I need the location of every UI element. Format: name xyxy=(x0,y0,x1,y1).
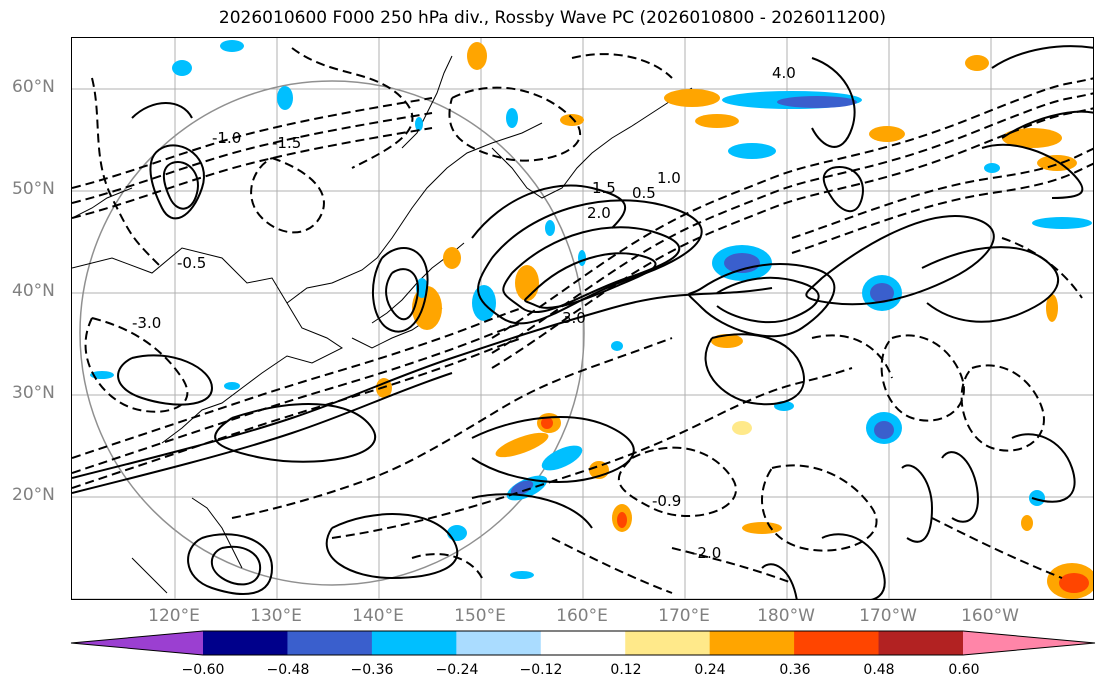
colorbar-tick: 0.48 xyxy=(863,662,895,678)
colorbar-tick: 0.60 xyxy=(948,662,980,678)
filled-contours xyxy=(90,40,1093,599)
lon-label-150e: 150°E xyxy=(454,606,506,626)
map-canvas: -1.5 -1.0 -0.5 0.5 1.0 1.5 2.0 3.0 4.0 -… xyxy=(72,38,1093,599)
colorbar-tick: −0.36 xyxy=(350,662,394,678)
colorbar-segment xyxy=(371,631,457,655)
colorbar-segment xyxy=(540,631,626,655)
lat-label-50n: 50°N xyxy=(12,179,55,199)
map-title: 2026010600 F000 250 hPa div., Rossby Wav… xyxy=(218,8,887,28)
lat-label-30n: 30°N xyxy=(12,383,55,403)
contour-label: -0.9 xyxy=(652,492,681,510)
contour-label: 1.0 xyxy=(657,169,681,187)
graticule xyxy=(72,38,1093,599)
lon-label-170w: 170°W xyxy=(859,606,917,626)
lat-label-60n: 60°N xyxy=(12,77,55,97)
colorbar-tick: 0.36 xyxy=(779,662,811,678)
lon-label-140e: 140°E xyxy=(352,606,404,626)
colorbar-segment xyxy=(287,631,373,655)
contour-labels: -1.5 -1.0 -0.5 0.5 1.0 1.5 2.0 3.0 4.0 -… xyxy=(132,64,796,562)
contour-label: 2.0 xyxy=(587,204,611,222)
contour-label: -2.0 xyxy=(692,544,721,562)
map-panel: -1.5 -1.0 -0.5 0.5 1.0 1.5 2.0 3.0 4.0 -… xyxy=(71,37,1094,600)
colorbar-tick: −0.48 xyxy=(266,662,310,678)
lat-label-40n: 40°N xyxy=(12,281,55,301)
colorbar-segment xyxy=(963,631,1095,655)
colorbar-tick: −0.12 xyxy=(519,662,563,678)
colorbar-tick: −0.60 xyxy=(181,662,225,678)
contour-label: 4.0 xyxy=(772,64,796,82)
contour-label: -1.5 xyxy=(272,134,301,152)
contour-label: -0.5 xyxy=(177,254,206,272)
solid-contours xyxy=(72,45,1093,599)
colorbar-tick: 0.24 xyxy=(694,662,726,678)
colorbar xyxy=(70,630,1096,656)
lon-label-130e: 130°E xyxy=(250,606,302,626)
contour-label: -1.0 xyxy=(212,129,241,147)
contour-label: -3.0 xyxy=(132,314,161,332)
lon-label-160e: 160°E xyxy=(556,606,608,626)
colorbar-segment xyxy=(71,631,203,655)
contour-label: 0.5 xyxy=(632,184,656,202)
lat-label-20n: 20°N xyxy=(12,485,55,505)
colorbar-segment xyxy=(878,631,964,655)
lon-label-120e: 120°E xyxy=(148,606,200,626)
colorbar-tick: −0.24 xyxy=(435,662,479,678)
colorbar-segment xyxy=(625,631,711,655)
colorbar-segment xyxy=(456,631,542,655)
colorbar-segment xyxy=(794,631,880,655)
colorbar-segment xyxy=(709,631,795,655)
lon-label-180w: 180°W xyxy=(757,606,815,626)
contour-label: 3.0 xyxy=(562,309,586,327)
colorbar-tick: 0.12 xyxy=(610,662,642,678)
lon-label-160w: 160°W xyxy=(961,606,1019,626)
contour-label: 1.5 xyxy=(592,179,616,197)
colorbar-segment xyxy=(203,631,288,655)
dashed-contours xyxy=(72,47,1093,594)
lon-label-170e: 170°E xyxy=(658,606,710,626)
